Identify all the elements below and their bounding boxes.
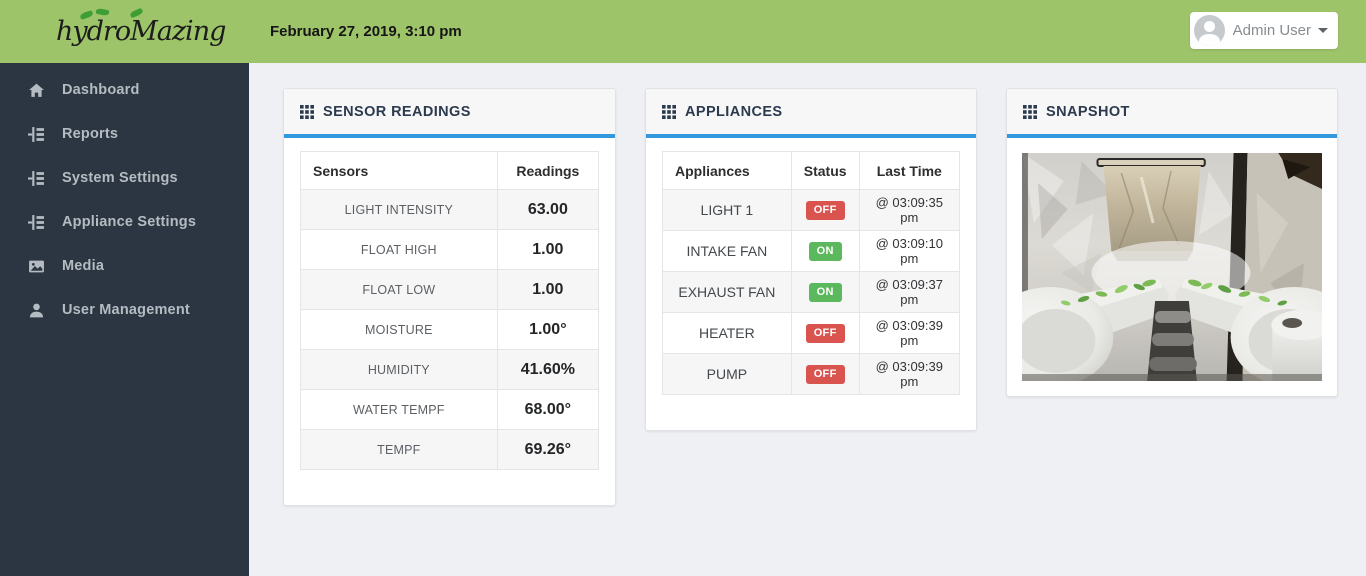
table-row: MOISTURE 1.00°: [300, 309, 600, 350]
table-row: WATER TEMPF 68.00°: [300, 389, 600, 430]
appliance-name: INTAKE FAN: [662, 230, 792, 272]
appliances-card: APPLIANCES Appliances Status Last Time L…: [645, 88, 977, 431]
card-title: APPLIANCES: [685, 104, 783, 120]
appliance-last-time: @ 03:09:35 pm: [858, 189, 961, 231]
snapshot-card-header: SNAPSHOT: [1007, 89, 1337, 138]
chevron-down-icon: [1318, 28, 1328, 33]
status-badge: OFF: [805, 365, 845, 384]
table-row: EXHAUST FAN ON @ 03:09:37 pm: [662, 271, 961, 313]
sensor-readings-table: Sensors Readings LIGHT INTENSITY 63.00 FL…: [300, 151, 600, 470]
card-title: SENSOR READINGS: [323, 104, 471, 120]
top-navbar: hydroMazing February 27, 2019, 3:10 pm A…: [0, 0, 1366, 63]
grid-icon: [300, 105, 314, 119]
sensor-name: MOISTURE: [300, 309, 498, 350]
grid-icon: [1023, 105, 1037, 119]
column-header-readings: Readings: [496, 151, 600, 190]
appliance-last-time: @ 03:09:39 pm: [858, 353, 961, 395]
table-row: TEMPF 69.26°: [300, 429, 600, 470]
user-avatar-icon: [1193, 15, 1225, 46]
sensor-name: HUMIDITY: [300, 349, 498, 390]
sensor-reading: 63.00: [496, 189, 600, 230]
sensor-readings-card-header: SENSOR READINGS: [284, 89, 615, 138]
appliances-table: Appliances Status Last Time LIGHT 1 OFF @ …: [662, 151, 961, 395]
table-row: INTAKE FAN ON @ 03:09:10 pm: [662, 230, 961, 272]
sensor-name: LIGHT INTENSITY: [300, 189, 498, 230]
sensor-readings-card: SENSOR READINGS Sensors Readings LIGHT I…: [283, 88, 616, 506]
grid-icon: [662, 105, 676, 119]
sidebar-item-label: Media: [62, 258, 105, 274]
status-badge: ON: [808, 283, 842, 302]
leaf-icon: [95, 7, 110, 17]
table-row: FLOAT HIGH 1.00: [300, 229, 600, 270]
user-icon: [28, 302, 45, 319]
sensor-reading: 1.00: [496, 269, 600, 310]
sensor-name: FLOAT HIGH: [300, 229, 498, 270]
appliance-last-time: @ 03:09:39 pm: [858, 312, 961, 354]
table-row: FLOAT LOW 1.00: [300, 269, 600, 310]
flow-icon: [28, 170, 45, 187]
sidebar-item-label: System Settings: [62, 170, 178, 186]
sensor-reading: 68.00°: [496, 389, 600, 430]
image-icon: [28, 258, 45, 275]
sensor-reading: 41.60%: [496, 349, 600, 390]
flow-icon: [28, 126, 45, 143]
table-row: PUMP OFF @ 03:09:39 pm: [662, 353, 961, 395]
sidebar-item-label: Appliance Settings: [62, 214, 197, 230]
appliance-last-time: @ 03:09:37 pm: [858, 271, 961, 313]
column-header-sensors: Sensors: [300, 151, 498, 190]
brand-logo-text: hydroMazing: [56, 16, 226, 47]
sensor-reading: 1.00: [496, 229, 600, 270]
status-badge: ON: [808, 242, 842, 261]
sidebar-item-user-management[interactable]: User Management: [0, 288, 249, 332]
sensor-name: FLOAT LOW: [300, 269, 498, 310]
column-header-appliances: Appliances: [662, 151, 792, 190]
sidebar-nav: Dashboard Reports System Settings Applia…: [0, 63, 249, 576]
snapshot-image: [1022, 153, 1322, 381]
flow-icon: [28, 214, 45, 231]
appliance-name: PUMP: [662, 353, 792, 395]
sidebar-item-appliance-settings[interactable]: Appliance Settings: [0, 200, 249, 244]
brand-logo[interactable]: hydroMazing: [56, 6, 226, 58]
appliance-name: HEATER: [662, 312, 792, 354]
home-icon: [28, 82, 45, 99]
table-row: LIGHT 1 OFF @ 03:09:35 pm: [662, 189, 961, 231]
appliance-name: LIGHT 1: [662, 189, 792, 231]
table-row: HEATER OFF @ 03:09:39 pm: [662, 312, 961, 354]
user-name: Admin User: [1232, 22, 1311, 39]
sensor-name: TEMPF: [300, 429, 498, 470]
appliance-last-time: @ 03:09:10 pm: [858, 230, 961, 272]
sidebar-item-label: Dashboard: [62, 82, 140, 98]
column-header-status: Status: [790, 151, 860, 190]
sidebar-item-system-settings[interactable]: System Settings: [0, 156, 249, 200]
card-title: SNAPSHOT: [1046, 104, 1130, 120]
current-datetime: February 27, 2019, 3:10 pm: [270, 23, 462, 40]
sidebar-item-reports[interactable]: Reports: [0, 112, 249, 156]
sensor-reading: 1.00°: [496, 309, 600, 350]
main-content: SENSOR READINGS Sensors Readings LIGHT I…: [249, 63, 1366, 576]
table-row: LIGHT INTENSITY 63.00: [300, 189, 600, 230]
appliance-name: EXHAUST FAN: [662, 271, 792, 313]
column-header-last-time: Last Time: [858, 151, 961, 190]
sidebar-item-dashboard[interactable]: Dashboard: [0, 68, 249, 112]
sensor-reading: 69.26°: [496, 429, 600, 470]
sidebar-item-label: User Management: [62, 302, 190, 318]
sensor-name: WATER TEMPF: [300, 389, 498, 430]
table-row: HUMIDITY 41.60%: [300, 349, 600, 390]
status-badge: OFF: [805, 324, 845, 343]
user-menu-button[interactable]: Admin User: [1189, 12, 1338, 49]
appliances-card-header: APPLIANCES: [646, 89, 976, 138]
status-badge: OFF: [805, 201, 845, 220]
sidebar-item-media[interactable]: Media: [0, 244, 249, 288]
sidebar-item-label: Reports: [62, 126, 119, 142]
snapshot-card: SNAPSHOT: [1006, 88, 1338, 397]
